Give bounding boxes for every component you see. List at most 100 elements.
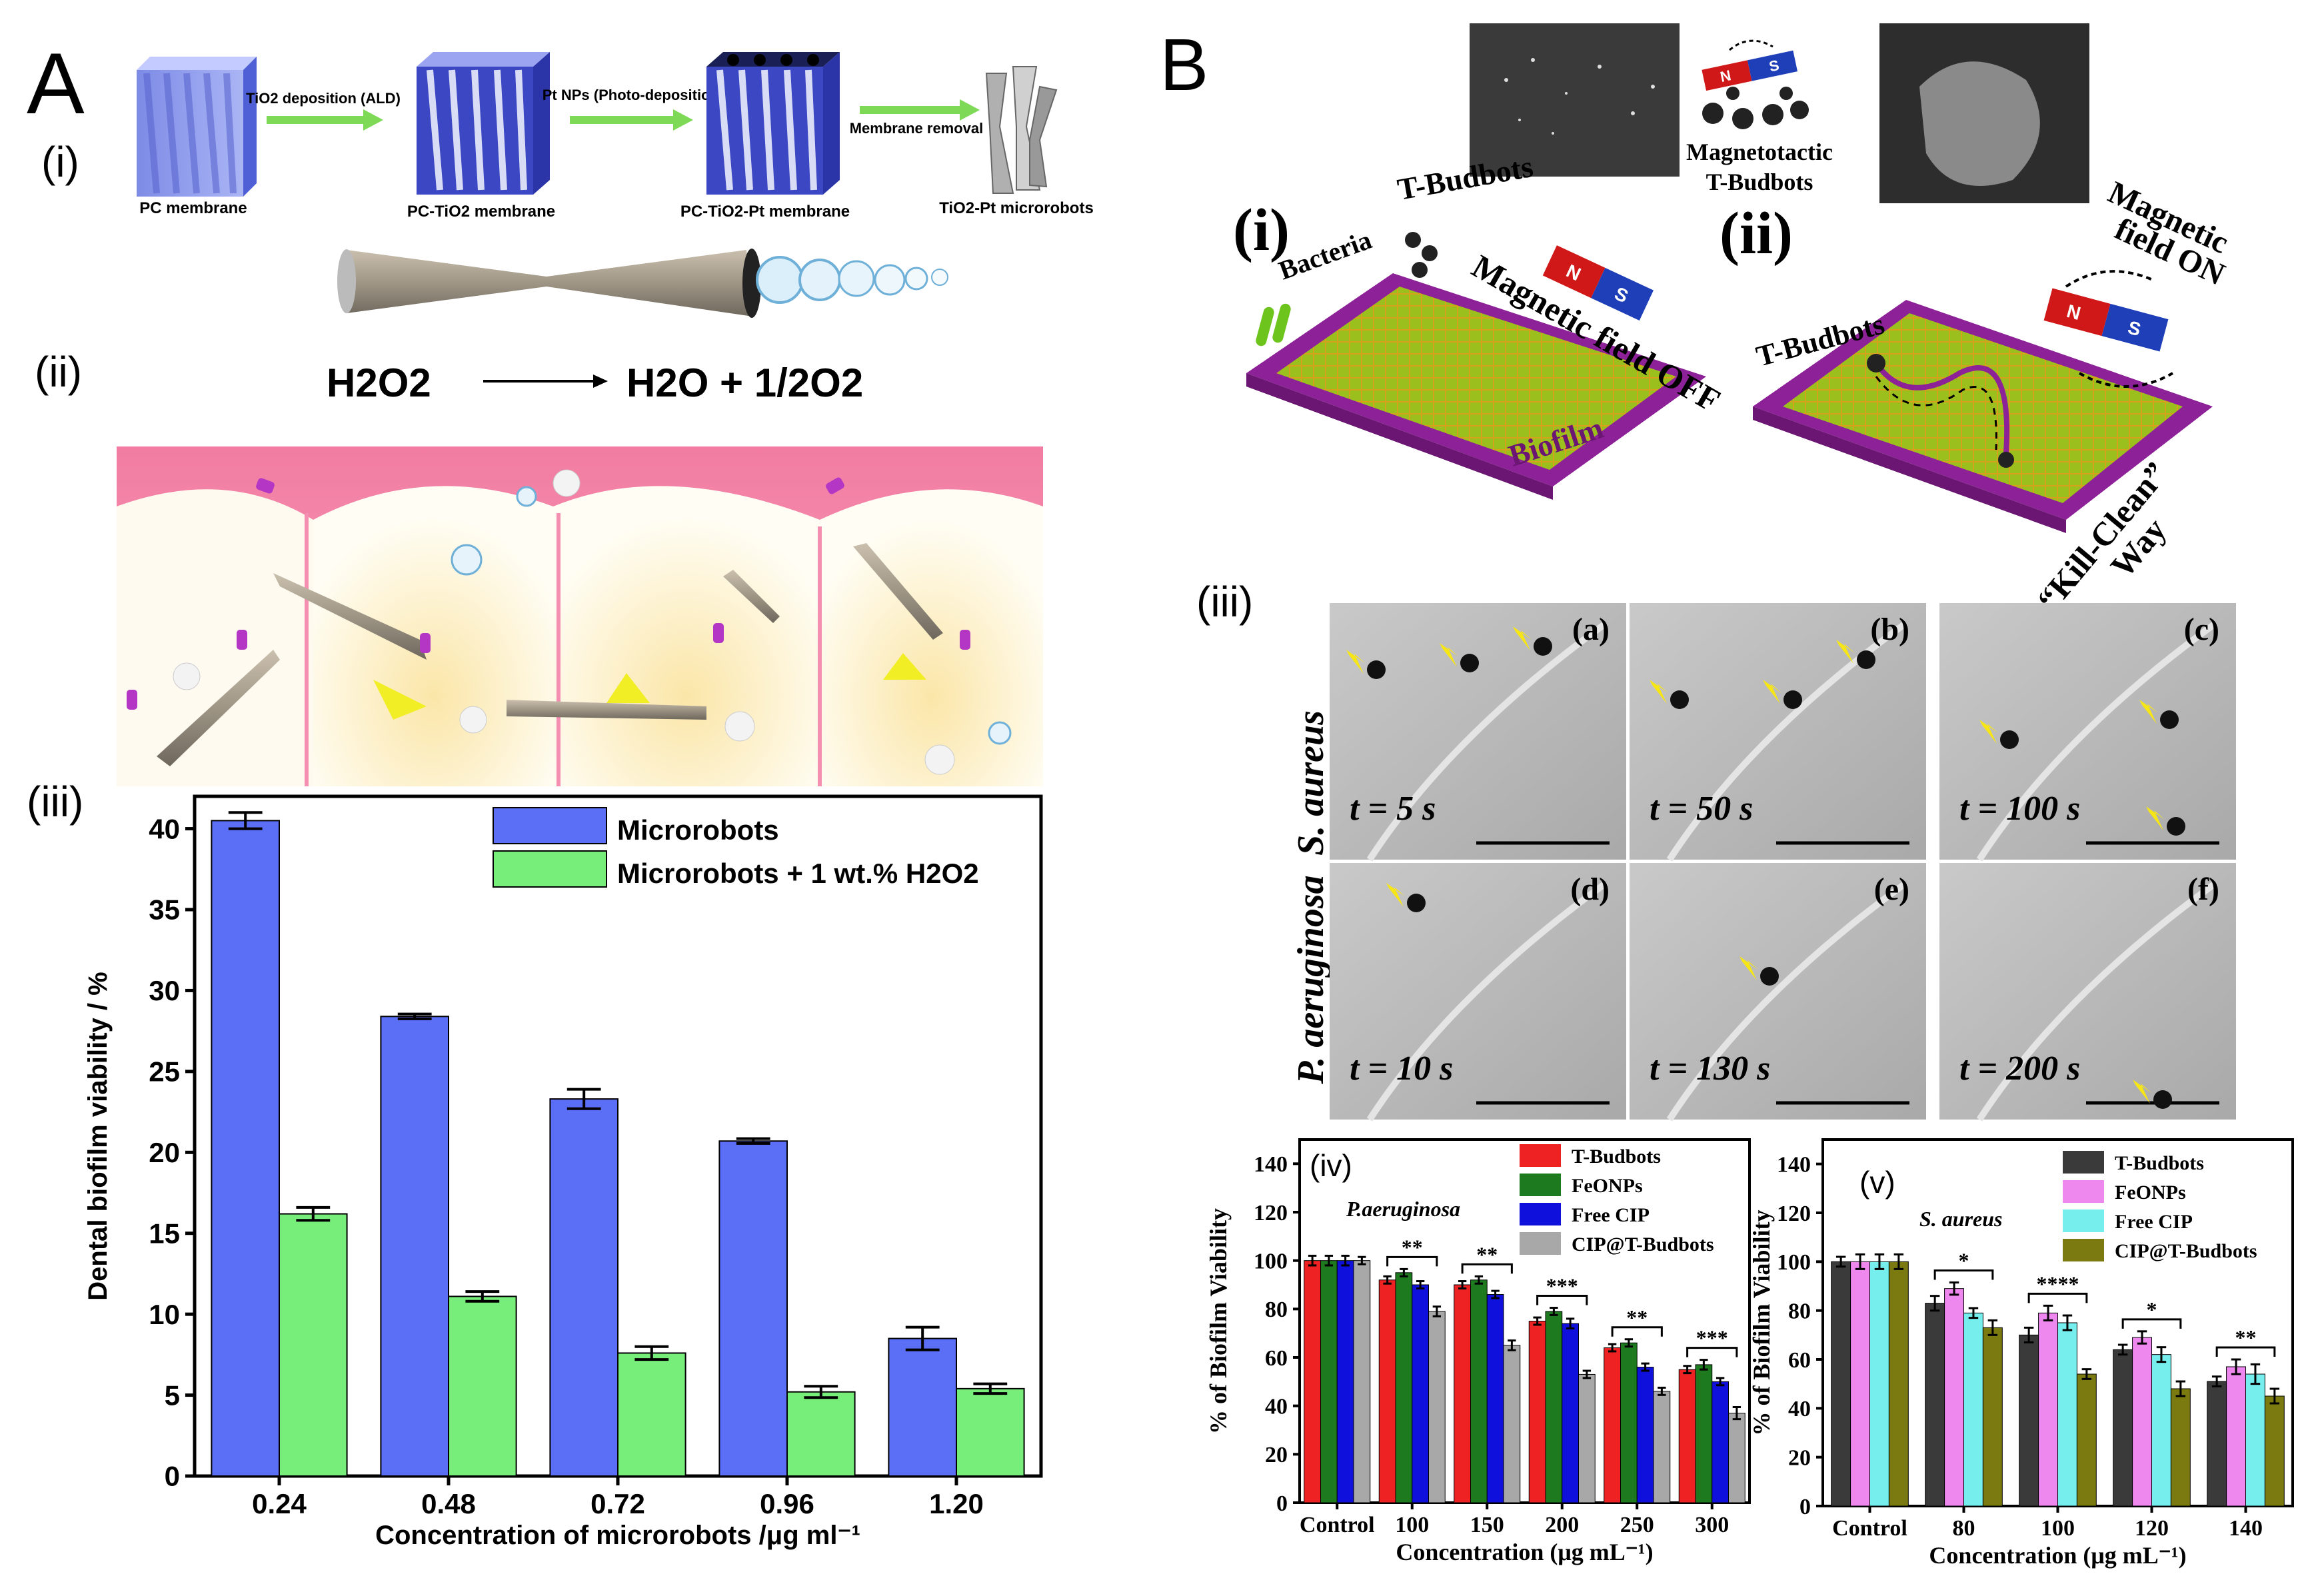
chartIV-ytick-label-5: 100 xyxy=(1254,1249,1288,1274)
panel-a-sub-ii: (ii) xyxy=(35,348,82,396)
frame-time-3: t = 10 s xyxy=(1350,1050,1453,1088)
bot-arrow-2-1 xyxy=(2139,700,2158,724)
bot-arrow-2-0 xyxy=(1979,720,1998,744)
chartV-xtick-label-2: 100 xyxy=(2041,1516,2075,1541)
chartA-xtick-label-1: 0.48 xyxy=(421,1488,476,1519)
tooth-biofilm-illustration xyxy=(117,446,1043,786)
chartA-xlabel: Concentration of microrobots /μg ml⁻¹ xyxy=(375,1521,860,1550)
chartIV-ytick-label-2: 40 xyxy=(1265,1395,1288,1419)
chartV-sig-label-2: **** xyxy=(2037,1271,2079,1295)
chartA-bar-1-3 xyxy=(786,1391,856,1477)
chartIV-bar-1-4 xyxy=(1620,1342,1638,1503)
frame-letter-2: (c) xyxy=(2184,612,2219,647)
chart-b-iv: 0 20 40 60 80 100 120 140 Control 100 ** 150 ** 200 **… xyxy=(1205,1138,1751,1565)
chartV-ytick-label-2: 40 xyxy=(1788,1397,1811,1421)
chartIV-sig-label-3: *** xyxy=(1546,1274,1578,1298)
pc-tio2-pt-label: PC-TiO2-Pt membrane xyxy=(680,203,850,221)
pc-tio2-membrane-cube xyxy=(417,52,550,195)
chartV-sig-label-3: * xyxy=(2147,1297,2157,1321)
chartV-bar-2-2 xyxy=(2057,1322,2077,1507)
chartIV-ytick-label-7: 140 xyxy=(1254,1152,1288,1177)
frame-letter-0: (a) xyxy=(1572,612,1610,647)
fabrication-scheme: PC membrane TiO2 deposition (ALD) PC-TiO… xyxy=(137,52,1094,221)
chartIV-bar-2-2 xyxy=(1486,1294,1504,1503)
frame-time-1: t = 50 s xyxy=(1650,790,1753,828)
chartIV-ytick-label-4: 80 xyxy=(1265,1297,1288,1322)
chartA-xtick-label-3: 0.96 xyxy=(760,1488,814,1519)
chartV-sig-label-4: ** xyxy=(2235,1325,2257,1349)
chartIV-sig-bracket-4 xyxy=(1611,1326,1663,1337)
frame-time-0: t = 5 s xyxy=(1350,790,1436,828)
chartV-xtick-label-1: 80 xyxy=(1953,1516,1975,1541)
chartIV-bar-0-1 xyxy=(1378,1279,1396,1503)
chartA-bar-1-2 xyxy=(617,1352,686,1477)
chartV-bar-2-1 xyxy=(1963,1312,1983,1507)
chartV-panel-label: (v) xyxy=(1859,1165,1895,1199)
chartA-bar-0-4 xyxy=(888,1337,958,1477)
chartV-ytick-label-7: 140 xyxy=(1777,1153,1811,1178)
chartIV-bar-3-2 xyxy=(1503,1345,1521,1503)
frame-time-2: t = 100 s xyxy=(1959,790,2080,828)
chartA-xtick-label-4: 1.20 xyxy=(929,1488,984,1519)
chartIV-sig-bracket-5 xyxy=(1686,1347,1738,1357)
chartIV-bar-3-5 xyxy=(1728,1413,1745,1503)
frame-letter-1: (b) xyxy=(1870,612,1909,647)
chartV-bar-3-3 xyxy=(2170,1388,2191,1507)
chartV-ytick-label-3: 60 xyxy=(1788,1348,1811,1373)
scheme-i-bacteria: Bacteria xyxy=(1275,225,1376,286)
chartA-ytick-label-7: 35 xyxy=(149,894,180,926)
panel-a: A (i) (ii) (iii) PC membrane TiO2 deposi… xyxy=(27,35,1094,1550)
budbot-0-1 xyxy=(1460,654,1479,672)
bot-arrow-0-2 xyxy=(1513,626,1532,650)
magnetotactic-icon: N S Magnetotactic T-Budbots xyxy=(1686,39,1833,195)
arrow-label-pt: Pt NPs (Photo-deposition) xyxy=(543,87,724,103)
chartIV-legend-swatch-1 xyxy=(1520,1174,1561,1196)
mag-small-s: S xyxy=(1767,57,1781,75)
chartA-ytick-label-4: 20 xyxy=(149,1137,180,1168)
chart-b-v: 0 20 40 60 80 100 120 140 Control 80 * 100 **** 120 * 1… xyxy=(1748,1138,2294,1569)
chartV-sig-bracket-3 xyxy=(2121,1318,2182,1329)
chartA-xtick-label-0: 0.24 xyxy=(252,1488,307,1519)
mag-small-n: N xyxy=(1719,67,1733,85)
chartIV-ytick-label-6: 120 xyxy=(1254,1201,1288,1225)
chartV-legend-label-0: T-Budbots xyxy=(2115,1152,2204,1174)
chartIV-plot-frame xyxy=(1298,1138,1751,1504)
chartA-ytick-label-3: 15 xyxy=(149,1217,180,1249)
chartV-bar-0-3 xyxy=(2113,1349,2133,1507)
chartIV-bar-2-1 xyxy=(1412,1284,1429,1503)
chartV-bar-3-1 xyxy=(1982,1327,2003,1507)
chartV-xtick-label-4: 140 xyxy=(2229,1516,2263,1541)
budbot-1-2 xyxy=(1857,650,1875,669)
budbot-1-0 xyxy=(1670,690,1689,709)
chartV-ytick-label-6: 120 xyxy=(1777,1201,1811,1226)
budbot-0-0 xyxy=(1367,660,1386,679)
chartIV-annotation: P.aeruginosa xyxy=(1346,1197,1460,1221)
chartA-legend-swatch-0 xyxy=(493,807,607,844)
chartV-ytick-label-4: 80 xyxy=(1788,1299,1811,1324)
chartIV-bar-0-2 xyxy=(1454,1284,1471,1503)
chartIV-bar-0-3 xyxy=(1528,1321,1546,1503)
chartIV-ytick-label-0: 0 xyxy=(1276,1491,1288,1516)
micrograph-fiber-5 xyxy=(1976,880,2218,1122)
chartV-legend-label-3: CIP@T-Budbots xyxy=(2115,1240,2257,1262)
chartA-ytick-label-2: 10 xyxy=(149,1299,180,1330)
frame-letter-4: (e) xyxy=(1874,872,1909,907)
chartIV-ylabel: % of Biofilm Viability xyxy=(1205,1208,1232,1434)
chartA-bar-1-1 xyxy=(448,1295,517,1477)
bot-arrow-1-0 xyxy=(1650,680,1668,704)
budbot-2-2 xyxy=(2167,817,2185,836)
chartIV-bar-3-0 xyxy=(1353,1260,1371,1503)
micrograph-fiber-3 xyxy=(1366,880,1608,1122)
equation-right: H2O + 1/2O2 xyxy=(626,361,863,405)
arrow-pt-nps: Pt NPs (Photo-deposition) xyxy=(543,87,724,131)
chartIV-sig-bracket-1 xyxy=(1386,1255,1438,1267)
microrobot-illustration xyxy=(337,249,948,318)
chartIV-xtick-label-1: 100 xyxy=(1395,1513,1429,1537)
microscopy-grid: (a) t = 5 s (b) t = 50 s (c) t = 100 s (d) t = … xyxy=(1330,603,2236,1122)
budbot-5-0 xyxy=(2153,1090,2172,1109)
chartIV-bar-0-5 xyxy=(1678,1369,1696,1503)
chartV-bar-0-1 xyxy=(1925,1303,1945,1507)
sem-right-particle xyxy=(1919,61,2040,186)
chartIV-sig-label-2: ** xyxy=(1476,1242,1498,1266)
panel-a-letter: A xyxy=(27,35,85,132)
